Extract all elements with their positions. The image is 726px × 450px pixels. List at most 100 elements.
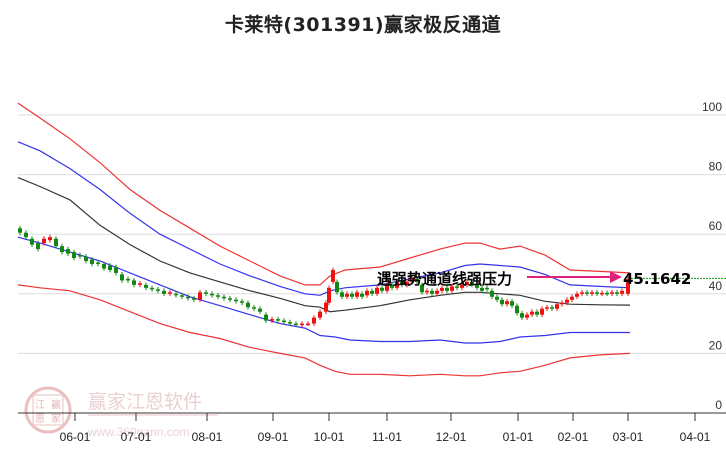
svg-text:江: 江 (35, 399, 45, 411)
candle-up (505, 301, 509, 305)
candle-up (545, 307, 549, 309)
candle-down (24, 232, 28, 238)
x-tick-label: 08-01 (192, 430, 223, 444)
candle-down (114, 266, 118, 273)
candle-up (435, 290, 439, 294)
candle-up (570, 296, 574, 300)
candle-down (180, 295, 184, 297)
y-axis-labels: 0 20 40 60 80 100 (702, 100, 722, 412)
candle-down (36, 243, 40, 250)
candle-down (156, 289, 160, 291)
candle-up (540, 308, 544, 315)
candle-down (335, 281, 339, 293)
candle-down (288, 322, 292, 324)
candle-down (470, 281, 474, 285)
candle-up (560, 302, 564, 305)
candle-down (415, 278, 419, 282)
x-tick-label: 12-01 (436, 430, 467, 444)
candle-down (132, 280, 136, 285)
candle-up (410, 278, 414, 282)
candle-down (420, 284, 424, 293)
candle-up (395, 281, 399, 288)
y-tick-label: 60 (709, 219, 723, 233)
candle-down (370, 290, 374, 294)
candle-up (555, 304, 559, 309)
gridlines (18, 114, 726, 354)
candle-down (485, 287, 489, 290)
candle-up (138, 283, 142, 285)
candle-down (475, 284, 479, 288)
watermark: 江 赢 恩 家 赢家江恩软件 www.360gann.com (24, 386, 218, 439)
candle-down (282, 320, 286, 323)
candle-down (500, 299, 504, 305)
candle-down (430, 290, 434, 294)
candle-down (18, 228, 22, 233)
candle-up (530, 311, 534, 315)
candle-down (174, 293, 178, 296)
candle-up (42, 238, 46, 244)
candle-down (204, 292, 208, 294)
candle-up (460, 284, 464, 288)
x-tick-label: 11-01 (372, 430, 402, 444)
x-tick-label: 09-01 (258, 430, 289, 444)
y-tick-label: 100 (702, 100, 722, 114)
candle-down (66, 249, 70, 254)
candle-up (375, 287, 379, 294)
svg-text:恩: 恩 (35, 413, 45, 425)
watermark-brand: 赢家江恩软件 (88, 391, 202, 413)
candle-up (425, 290, 429, 293)
candle-up (525, 314, 529, 318)
candle-up (345, 293, 349, 297)
candle-up (327, 287, 331, 303)
candle-down (264, 314, 268, 321)
candle-up (575, 293, 579, 297)
candle-down (222, 296, 226, 299)
candle-down (585, 292, 589, 294)
annotation-value: 45.1642 (623, 270, 691, 288)
candle-down (595, 292, 599, 294)
candle-up (440, 287, 444, 291)
candle-down (515, 305, 519, 314)
candle-up (331, 269, 335, 282)
candle-down (360, 293, 364, 297)
band-outer_lower (17, 284, 631, 377)
candle-up (620, 290, 624, 294)
candle-down (192, 298, 196, 300)
candle-up (590, 292, 594, 294)
candle-down (240, 301, 244, 303)
candle-up (580, 292, 584, 294)
candle-down (294, 323, 298, 326)
y-tick-label: 20 (709, 338, 723, 352)
candle-down (96, 262, 100, 265)
candle-up (565, 299, 569, 303)
candle-down (120, 274, 124, 281)
candle-down (495, 296, 499, 300)
candle-down (490, 290, 494, 297)
candle-down (78, 255, 82, 257)
candle-down (510, 301, 514, 306)
svg-text:家: 家 (51, 412, 61, 425)
candle-up (600, 292, 604, 295)
candle-up (300, 323, 304, 326)
y-tick-label: 80 (709, 160, 723, 174)
candle-down (258, 308, 262, 312)
candle-down (550, 307, 554, 309)
candle-down (90, 259, 94, 264)
candle-down (210, 293, 214, 296)
svg-text:赢: 赢 (51, 398, 61, 411)
candle-up (465, 281, 469, 285)
channel-bands (17, 102, 631, 377)
candlesticks (18, 225, 630, 328)
candle-down (445, 287, 449, 291)
chart-title: 卡莱特(301391)赢家极反通道 (224, 14, 502, 36)
candle-down (234, 299, 238, 302)
arrow-right-icon (610, 271, 622, 283)
candle-down (276, 319, 280, 321)
candle-up (365, 290, 369, 296)
y-tick-label: 40 (709, 279, 723, 293)
candle-down (390, 284, 394, 288)
x-tick-label: 07-01 (121, 430, 152, 444)
candle-down (480, 287, 484, 291)
candle-down (54, 238, 58, 247)
candle-down (186, 296, 190, 299)
